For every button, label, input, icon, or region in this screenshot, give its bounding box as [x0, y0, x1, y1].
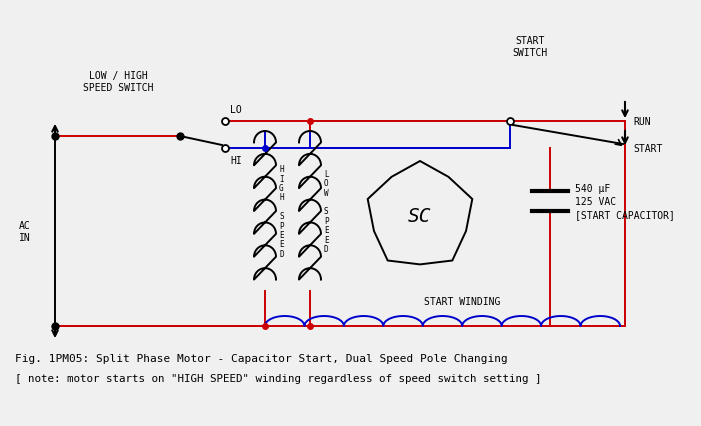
Text: 540 μF
125 VAC
[START CAPACITOR]: 540 μF 125 VAC [START CAPACITOR] — [575, 183, 675, 220]
Text: HI: HI — [230, 155, 242, 166]
Text: LO: LO — [230, 105, 242, 115]
Text: Fig. 1PM05: Split Phase Motor - Capacitor Start, Dual Speed Pole Changing: Fig. 1PM05: Split Phase Motor - Capacito… — [15, 353, 508, 363]
Text: SC: SC — [408, 207, 432, 226]
Text: START: START — [633, 144, 662, 154]
Text: AC
IN: AC IN — [19, 220, 31, 243]
Text: RUN: RUN — [633, 117, 651, 127]
Text: [ note: motor starts on "HIGH SPEED" winding regardless of speed switch setting : [ note: motor starts on "HIGH SPEED" win… — [15, 373, 541, 383]
Text: L
O
W
 
S
P
E
E
D: L O W S P E E D — [324, 170, 329, 253]
Text: START
SWITCH: START SWITCH — [512, 36, 547, 58]
Text: START WINDING: START WINDING — [424, 296, 501, 306]
Text: LOW / HIGH
SPEED SWITCH: LOW / HIGH SPEED SWITCH — [83, 71, 154, 93]
Text: H
I
G
H
 
S
P
E
E
D: H I G H S P E E D — [279, 165, 284, 258]
